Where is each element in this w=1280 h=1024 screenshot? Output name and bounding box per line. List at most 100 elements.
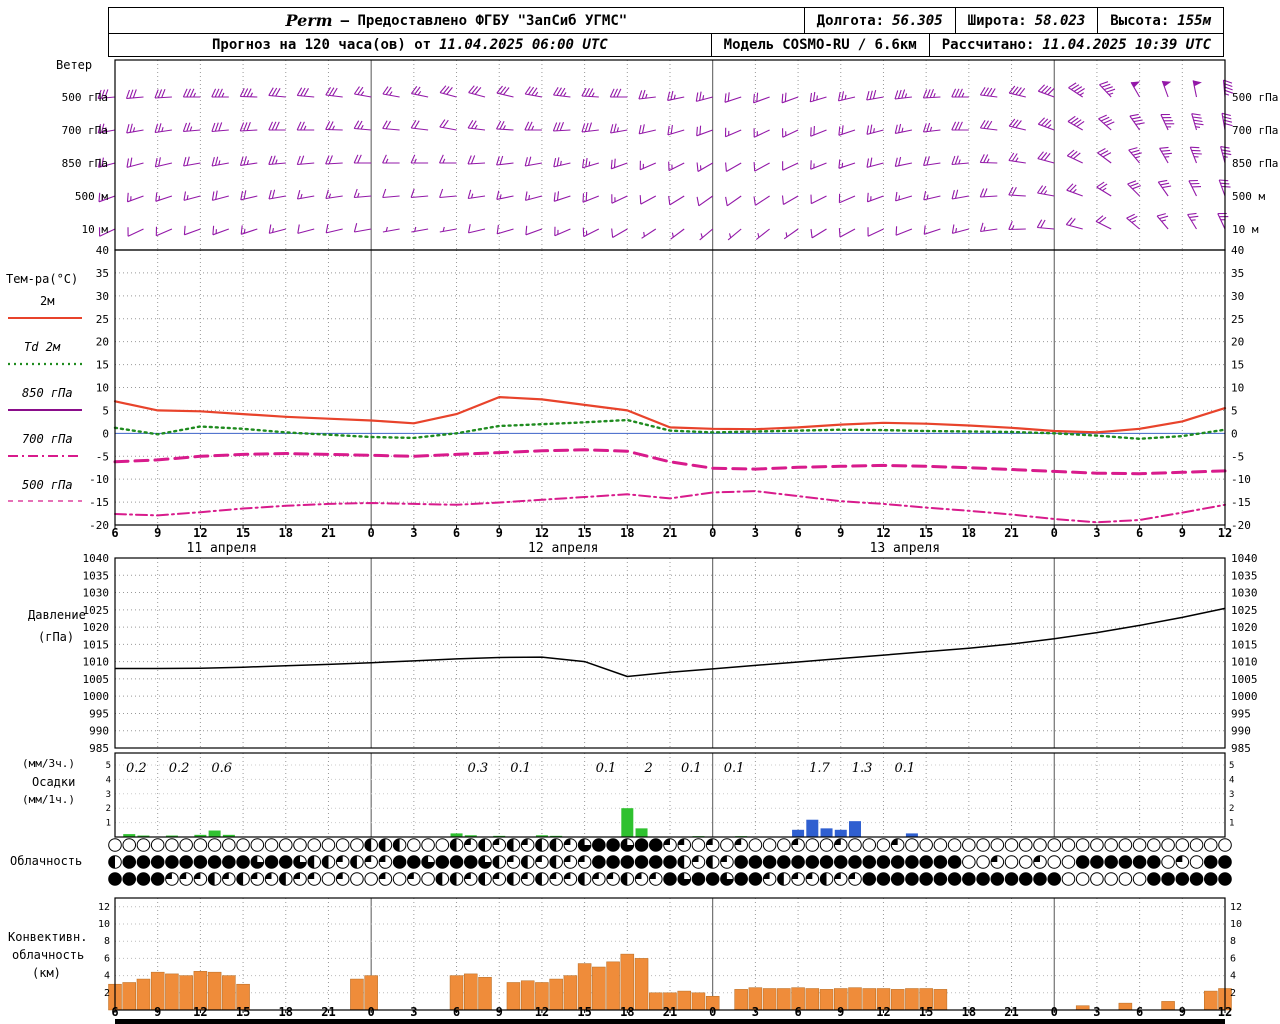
convective-bar xyxy=(207,971,222,1011)
convective-bar xyxy=(762,988,777,1011)
tick-label: 700 гПа xyxy=(1232,124,1278,137)
tick-label: 40 xyxy=(96,244,109,257)
temp-series xyxy=(114,490,1226,524)
convective-bar xyxy=(136,978,151,1011)
convective-panel-units: (км) xyxy=(32,966,61,980)
tick-label: 1 xyxy=(1229,819,1234,829)
tick-label: 1035 xyxy=(1231,569,1258,582)
tick-label: 11 апреля xyxy=(187,541,257,556)
calc-cell: Рассчитано: 11.04.2025 10:39 UTC xyxy=(928,34,1223,56)
tick-label: 1020 xyxy=(1231,621,1258,634)
pressure-curve xyxy=(115,607,1226,678)
tick-label: 6 xyxy=(111,526,118,540)
legend-label-500: 500 гПа xyxy=(22,478,73,492)
tick-label: 10 xyxy=(98,919,110,930)
convective-bar xyxy=(933,989,948,1011)
wind-barb-row xyxy=(98,146,1232,172)
tick-label: 5 xyxy=(102,404,109,417)
tick-label: -20 xyxy=(1231,519,1251,532)
forecast-prefix: Прогноз на 120 часа(ов) от xyxy=(211,37,432,53)
calc-label: Рассчитано: xyxy=(941,37,1035,53)
convective-bar xyxy=(848,987,862,1011)
altitude-label: Высота: xyxy=(1110,12,1170,29)
wind-barbs xyxy=(97,79,1234,241)
tick-label: 8 xyxy=(104,936,110,947)
convective-bar xyxy=(1204,990,1218,1011)
altitude-cell: Высота: 155м xyxy=(1097,8,1223,33)
station-cell: Perm — Предоставлено ФГБУ "ЗапСиб УГМС" xyxy=(109,8,804,33)
cloud-symbols xyxy=(108,838,1232,886)
tick-label: 30 xyxy=(1231,290,1244,303)
tick-label: 1025 xyxy=(83,604,110,617)
model-name: COSMO-RU xyxy=(782,37,850,53)
tick-label: 15 xyxy=(577,526,591,540)
temp-panel-title: Тем-ра(°C) xyxy=(6,272,79,286)
legend-label-2m: 2м xyxy=(40,294,55,308)
precip-panel-title: Осадки xyxy=(32,775,76,789)
precip-bar-snow xyxy=(820,828,833,837)
convective-bar xyxy=(862,988,876,1011)
tick-label: 15 xyxy=(1231,359,1244,372)
tick-label: 6 xyxy=(1136,526,1143,540)
precip-units-1h: (мм/1ч.) xyxy=(22,793,75,806)
tick-label: 1025 xyxy=(1231,604,1258,617)
convective-bar xyxy=(464,973,478,1011)
convective-bar xyxy=(478,977,492,1011)
convective-bar xyxy=(649,992,663,1011)
precip-bar-rain xyxy=(450,833,463,837)
tick-label: 25 xyxy=(96,313,109,326)
precip-bar-rain xyxy=(137,835,150,837)
convective-bar xyxy=(563,975,578,1011)
convective-bar xyxy=(1118,1002,1133,1011)
precip-3h-amount: 0.1 xyxy=(596,761,617,776)
tick-label: 0 xyxy=(1051,526,1058,540)
tick-label: 9 xyxy=(496,526,503,540)
tick-label: 1015 xyxy=(1231,638,1258,651)
convective-bar xyxy=(620,953,635,1011)
precip-bar-rain xyxy=(123,834,136,837)
tick-label: 990 xyxy=(89,725,109,738)
tick-label: 18 xyxy=(279,526,293,540)
tick-label: 6 xyxy=(794,526,801,540)
convective-panel-title-2: облачность xyxy=(12,948,85,962)
tick-label: 21 xyxy=(663,526,677,540)
tick-label: 12 xyxy=(1230,902,1242,913)
convective-bar xyxy=(506,982,521,1011)
tick-label: 20 xyxy=(96,336,109,349)
pressure-panel-title: Давление xyxy=(28,608,86,622)
convective-bar xyxy=(1161,1001,1175,1011)
tick-label: 850 гПа xyxy=(1232,157,1278,170)
convective-bar xyxy=(634,958,649,1011)
header: Perm — Предоставлено ФГБУ "ЗапСиб УГМС" … xyxy=(108,7,1224,57)
tick-label: 0 xyxy=(102,427,109,440)
station-name: Perm xyxy=(285,11,333,30)
tick-label: 700 гПа xyxy=(62,124,108,137)
longitude-label: Долгота: xyxy=(816,12,885,29)
tick-label: 500 м xyxy=(75,190,108,203)
tick-label: 2 xyxy=(1229,804,1234,814)
convective-bar xyxy=(606,961,620,1011)
tick-label: 12 xyxy=(876,526,890,540)
precip-bar-snow xyxy=(849,821,861,837)
precip-bar-snow xyxy=(806,819,819,837)
tick-label: 0 xyxy=(368,526,375,540)
tick-label: -20 xyxy=(89,519,109,532)
convective-bar xyxy=(577,963,592,1011)
convective-bar xyxy=(222,975,236,1011)
precip-3h-amount: 0.1 xyxy=(681,761,702,776)
tick-label: -10 xyxy=(1231,473,1251,486)
convective-bar xyxy=(819,989,834,1011)
precip-bar-snow xyxy=(905,833,918,837)
tick-label: 10 xyxy=(1230,919,1242,930)
convective-bar xyxy=(777,988,791,1011)
wind-barb-row xyxy=(97,79,1234,104)
latitude-cell: Широта: 58.023 xyxy=(954,8,1098,33)
tick-label: 21 xyxy=(1004,526,1018,540)
precip-bar-rain xyxy=(222,834,235,837)
tick-label: 985 xyxy=(1231,742,1251,755)
tick-label: 6 xyxy=(104,953,110,964)
tick-label: 500 м xyxy=(1232,190,1265,203)
tick-label: 3 xyxy=(1229,790,1234,800)
